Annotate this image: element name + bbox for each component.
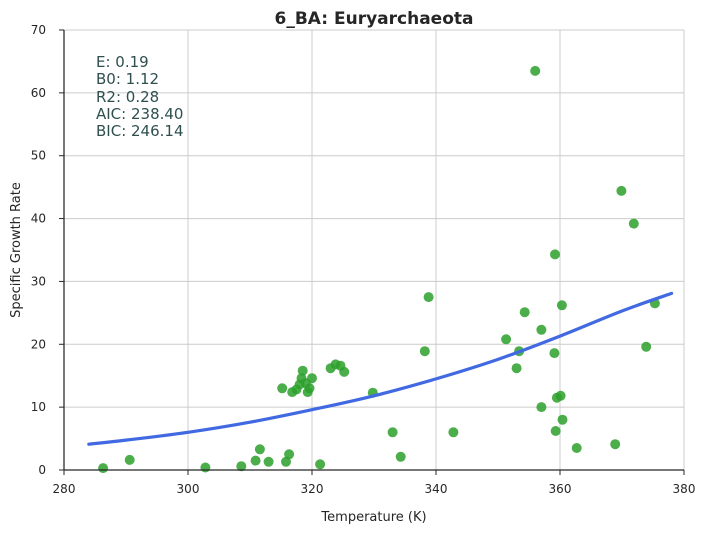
data-point bbox=[641, 341, 652, 352]
data-point bbox=[419, 346, 430, 357]
data-point bbox=[610, 439, 621, 450]
data-point bbox=[550, 249, 560, 260]
data-point bbox=[423, 292, 434, 303]
y-axis-label: Specific Growth Rate bbox=[9, 182, 24, 318]
y-tick-label: 40 bbox=[31, 212, 46, 226]
x-tick-label: 360 bbox=[549, 482, 572, 496]
data-point bbox=[448, 427, 459, 438]
data-point bbox=[530, 65, 541, 76]
data-point bbox=[387, 427, 398, 438]
data-point bbox=[236, 461, 247, 472]
data-point bbox=[250, 455, 261, 466]
data-point bbox=[98, 463, 109, 474]
data-point bbox=[549, 348, 560, 359]
data-point bbox=[277, 383, 288, 394]
stat-b0: B0: 1.12 bbox=[96, 70, 159, 88]
chart-title: 6_BA: Euryarchaeota bbox=[275, 9, 474, 29]
data-point bbox=[616, 185, 627, 196]
x-tick-label: 300 bbox=[177, 482, 200, 496]
fit-curve bbox=[87, 291, 674, 446]
y-tick-label: 0 bbox=[38, 463, 46, 477]
x-tick-label: 380 bbox=[673, 482, 696, 496]
x-tick-label: 340 bbox=[425, 482, 448, 496]
data-point bbox=[124, 454, 135, 465]
y-tick-label: 60 bbox=[31, 86, 46, 100]
data-point bbox=[511, 363, 522, 374]
y-tick-label: 30 bbox=[31, 274, 46, 288]
data-point bbox=[550, 426, 561, 436]
data-point bbox=[519, 307, 530, 318]
x-tick-label: 320 bbox=[301, 482, 324, 496]
x-tick-label: 280 bbox=[53, 482, 76, 496]
y-tick-label: 50 bbox=[31, 149, 46, 163]
data-point bbox=[555, 390, 566, 401]
x-axis-label: Temperature (K) bbox=[320, 510, 426, 525]
stat-e: E: 0.19 bbox=[96, 53, 149, 71]
y-tick-label: 70 bbox=[31, 23, 46, 37]
scatter-points bbox=[98, 65, 660, 474]
y-ticks: 0 10 20 30 40 50 60 70 bbox=[31, 23, 64, 477]
data-point bbox=[284, 449, 295, 460]
grid-lines bbox=[64, 29, 685, 470]
data-point bbox=[281, 456, 291, 467]
y-tick-label: 20 bbox=[31, 337, 46, 351]
data-point bbox=[501, 334, 512, 345]
data-point bbox=[628, 218, 639, 229]
data-point bbox=[254, 444, 265, 455]
data-point bbox=[536, 324, 547, 335]
x-ticks: 280 300 320 340 360 380 bbox=[53, 470, 696, 496]
data-point bbox=[557, 414, 568, 425]
data-point bbox=[304, 383, 315, 394]
data-point bbox=[339, 366, 350, 377]
data-point bbox=[571, 443, 582, 453]
data-point bbox=[536, 402, 547, 413]
data-point bbox=[297, 365, 308, 376]
y-tick-label: 10 bbox=[31, 400, 46, 414]
data-point bbox=[200, 462, 211, 473]
stat-aic: AIC: 238.40 bbox=[96, 105, 183, 123]
stat-bic: BIC: 246.14 bbox=[96, 122, 184, 140]
data-point bbox=[556, 300, 567, 311]
data-point bbox=[315, 459, 326, 470]
stat-r2: R2: 0.28 bbox=[96, 88, 159, 106]
data-point bbox=[307, 373, 317, 384]
fit-statistics: E: 0.19 B0: 1.12 R2: 0.28 AIC: 238.40 BI… bbox=[96, 53, 184, 140]
data-point bbox=[395, 451, 406, 462]
data-point bbox=[263, 456, 274, 467]
